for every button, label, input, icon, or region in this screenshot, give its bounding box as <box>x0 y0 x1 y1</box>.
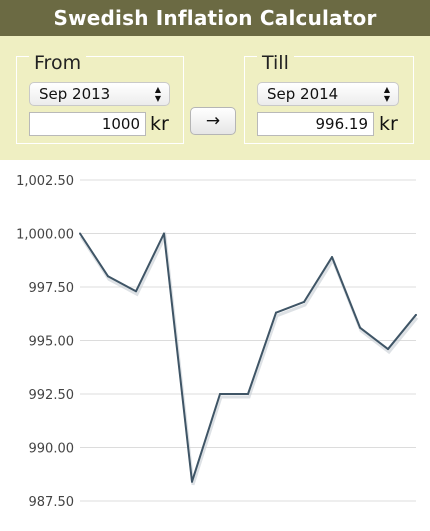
chart-grid <box>80 179 416 502</box>
data-point <box>303 300 305 303</box>
till-date-value: Sep 2014 <box>267 85 339 103</box>
y-tick-label: 997.50 <box>29 281 75 296</box>
y-tick-label: 1,000.00 <box>16 228 74 243</box>
data-point <box>135 290 137 293</box>
data-point <box>107 275 109 278</box>
y-axis-labels: 1,002.50 1,000.00 997.50 995.00 992.50 990.00… <box>16 174 74 510</box>
y-tick-label: 995.00 <box>29 335 75 350</box>
app-title: Swedish Inflation Calculator <box>0 0 430 36</box>
y-tick-label: 992.50 <box>29 388 75 403</box>
till-date-select[interactable]: Sep 2014 ▲ ▼ <box>257 82 399 106</box>
y-tick-label: 1,002.50 <box>16 174 74 189</box>
series-line <box>79 232 417 483</box>
data-point <box>79 232 81 235</box>
data-point <box>247 393 249 395</box>
from-label: From <box>29 53 87 73</box>
y-tick-label: 987.50 <box>29 495 75 510</box>
from-unit: kr <box>150 113 169 135</box>
till-amount-input[interactable]: 996.19 <box>257 112 374 136</box>
till-group: Till Sep 2014 ▲ ▼ 996.19 kr <box>244 53 414 144</box>
data-point <box>331 256 333 259</box>
data-point <box>387 348 389 351</box>
data-point <box>163 232 165 235</box>
y-tick-label: 990.00 <box>29 442 75 457</box>
data-point <box>415 313 417 316</box>
from-group: From Sep 2013 ▲ ▼ 1000 kr <box>16 53 184 144</box>
select-arrows-icon: ▲ ▼ <box>154 85 161 103</box>
data-point <box>359 326 361 329</box>
data-point <box>275 311 277 314</box>
from-date-select[interactable]: Sep 2013 ▲ ▼ <box>29 82 170 106</box>
data-point <box>219 393 221 395</box>
select-arrows-icon: ▲ ▼ <box>383 85 390 103</box>
till-unit: kr <box>379 113 398 135</box>
chart-series <box>79 231 419 486</box>
inflation-chart: 1,002.50 1,000.00 997.50 995.00 992.50 990.00… <box>16 174 419 510</box>
calculator-panel: From Sep 2013 ▲ ▼ 1000 kr → Till Sep 2014… <box>0 36 430 160</box>
data-point <box>191 480 193 483</box>
convert-button[interactable]: → <box>190 107 236 135</box>
from-date-value: Sep 2013 <box>39 85 111 103</box>
series-line-shadow <box>79 231 419 486</box>
till-label: Till <box>257 53 294 73</box>
from-amount-input[interactable]: 1000 <box>29 112 146 136</box>
